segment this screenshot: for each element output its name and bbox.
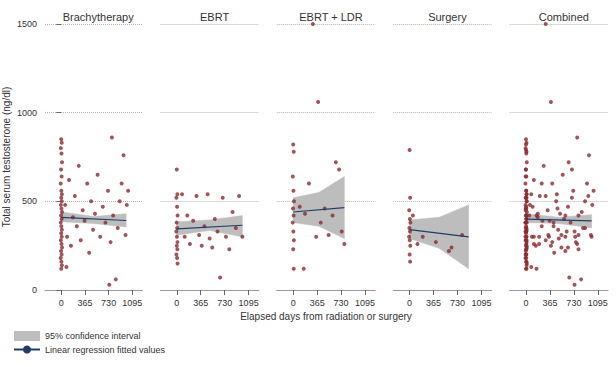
svg-text:0: 0 [291,298,296,308]
svg-text:0: 0 [523,298,528,308]
svg-text:Linear regression fitted value: Linear regression fitted values [45,345,166,355]
svg-text:EBRT: EBRT [200,11,229,23]
svg-text:Brachytherapy: Brachytherapy [63,11,134,23]
svg-text:0: 0 [174,298,179,308]
svg-text:1095: 1095 [355,298,375,308]
svg-text:1095: 1095 [471,298,491,308]
svg-text:500: 500 [22,196,37,206]
svg-text:0: 0 [407,298,412,308]
svg-text:365: 365 [426,298,441,308]
svg-text:730: 730 [566,298,581,308]
svg-text:730: 730 [217,298,232,308]
svg-text:Combined: Combined [539,11,589,23]
svg-text:EBRT + LDR: EBRT + LDR [299,11,363,23]
svg-text:365: 365 [193,298,208,308]
svg-text:95% confidence interval: 95% confidence interval [45,331,141,341]
svg-text:365: 365 [77,298,92,308]
svg-text:730: 730 [450,298,465,308]
svg-text:Surgery: Surgery [428,11,467,23]
svg-text:1500: 1500 [17,19,37,29]
svg-text:730: 730 [334,298,349,308]
svg-text:0: 0 [59,298,64,308]
svg-text:Elapsed days from radiation or: Elapsed days from radiation or surgery [240,311,412,322]
svg-text:Total serum testosterone (ng/d: Total serum testosterone (ng/dl) [1,87,12,228]
svg-text:1000: 1000 [17,108,37,118]
svg-text:365: 365 [310,298,325,308]
svg-text:1095: 1095 [588,298,608,308]
svg-text:1095: 1095 [239,298,259,308]
svg-text:1095: 1095 [122,298,142,308]
svg-text:730: 730 [101,298,116,308]
svg-text:0: 0 [32,285,37,295]
svg-text:365: 365 [542,298,557,308]
